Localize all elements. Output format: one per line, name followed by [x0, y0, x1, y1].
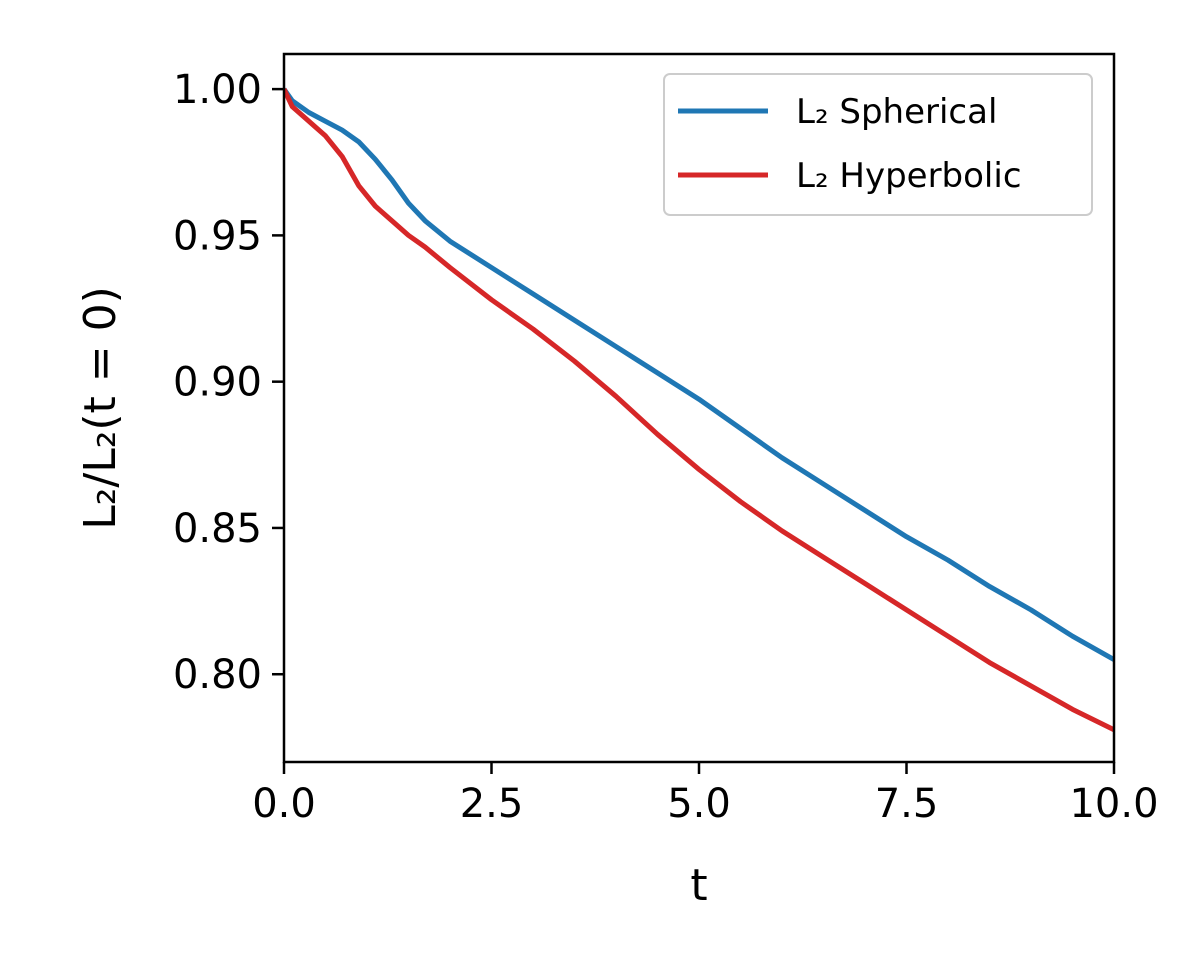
y-axis-label: L₂/L₂(t = 0): [75, 286, 126, 530]
x-tick-label: 5.0: [667, 781, 731, 827]
legend-label-hyperbolic: L₂ Hyperbolic: [796, 156, 1022, 196]
y-tick-label: 0.80: [173, 652, 262, 698]
legend: L₂ Spherical L₂ Hyperbolic: [663, 73, 1093, 216]
legend-label-spherical: L₂ Spherical: [796, 92, 997, 132]
y-tick-label: 0.85: [173, 506, 262, 552]
series-line-hyperbolic: [284, 88, 1114, 733]
plot-layer: [284, 87, 1114, 733]
y-tick-label: 1.00: [173, 67, 262, 113]
x-tick-label: 0.0: [252, 781, 316, 827]
y-tick-label: 0.95: [173, 213, 262, 259]
x-axis-label: t: [690, 860, 707, 911]
x-tick-label: 10.0: [1069, 781, 1158, 827]
x-tick-label: 2.5: [460, 781, 524, 827]
x-tick-label: 7.5: [875, 781, 939, 827]
tick-layer: 0.0 2.5 5.0 7.5 10.0 0.80 0.85 0.90 0.95 1.00: [173, 67, 1159, 827]
series-line-spherical: [284, 87, 1114, 662]
legend-box: [663, 73, 1093, 216]
y-tick-label: 0.90: [173, 360, 262, 406]
